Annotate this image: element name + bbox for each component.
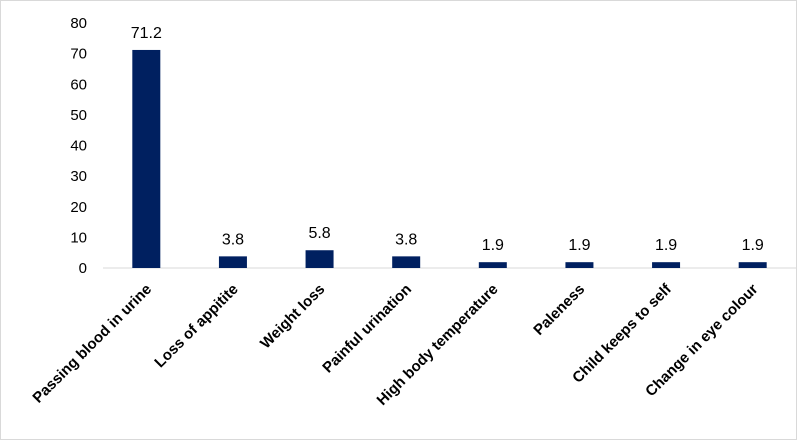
data-label: 1.9	[655, 237, 677, 254]
bar	[565, 262, 594, 268]
data-label: 5.8	[308, 225, 330, 242]
category-label: Weight loss	[257, 281, 328, 352]
category-label: Passing blood in urine	[29, 281, 155, 407]
data-label: 3.8	[222, 231, 244, 248]
bars	[132, 49, 767, 269]
category-label: Painful urination	[319, 281, 415, 377]
bar	[652, 262, 681, 268]
bar	[478, 262, 507, 268]
y-tick-label: 60	[70, 76, 87, 93]
category-label: Loss of appitite	[151, 281, 241, 371]
category-label: Paleness	[530, 281, 588, 339]
y-tick-label: 50	[70, 107, 87, 124]
data-label: 1.9	[568, 237, 590, 254]
bar	[305, 250, 334, 268]
data-labels: 71.2 3.8 5.8 3.8 1.9 1.9 1.9 1.9	[131, 25, 764, 254]
y-tick-label: 10	[70, 229, 87, 246]
y-tick-label: 70	[70, 46, 87, 63]
bar	[132, 49, 161, 269]
bar	[218, 256, 247, 268]
y-tick-label: 80	[70, 15, 87, 32]
y-tick-label: 30	[70, 168, 87, 185]
data-label: 3.8	[395, 231, 417, 248]
y-tick-label: 40	[70, 138, 87, 155]
y-axis-ticks: 0 10 20 30 40 50 60 70 80	[70, 15, 87, 277]
data-label: 1.9	[482, 237, 504, 254]
y-tick-label: 20	[70, 199, 87, 216]
data-label: 71.2	[131, 25, 162, 42]
bar	[738, 262, 767, 268]
bar	[392, 256, 421, 268]
data-label: 1.9	[742, 237, 764, 254]
y-tick-label: 0	[79, 260, 87, 277]
